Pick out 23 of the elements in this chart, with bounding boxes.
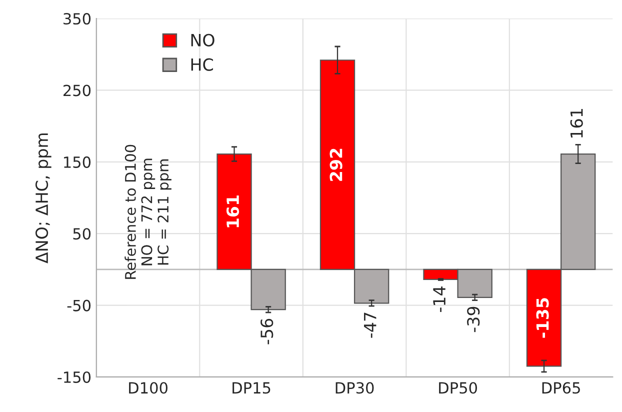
data-label: -47 — [364, 312, 376, 338]
y-tick-label: -50 — [67, 300, 91, 312]
x-tick-label: DP15 — [232, 382, 270, 394]
data-label: -135 — [536, 298, 549, 338]
y-tick-label: 50 — [73, 228, 91, 240]
x-tick-label: DP50 — [439, 382, 477, 394]
y-tick-label: 250 — [64, 84, 91, 96]
y-axis-title: ΔNO; ΔHC, ppm — [35, 133, 52, 264]
data-label: 292 — [330, 148, 342, 181]
annotation: Reference to D100 NO = 772 ppm HC = 211 ppm — [124, 144, 172, 279]
data-label: -56 — [260, 318, 274, 344]
y-tick-label: -150 — [58, 371, 91, 383]
x-tick-label: DP65 — [542, 382, 580, 394]
y-tick-label: 350 — [64, 13, 91, 25]
data-label: 161 — [570, 109, 583, 138]
legend-label: NO — [191, 34, 214, 46]
data-label: 161 — [226, 195, 240, 228]
y-tick-label: 150 — [64, 156, 91, 168]
legend-label: HC — [191, 58, 213, 71]
data-label: -14 — [433, 286, 446, 312]
data-label: -39 — [467, 306, 480, 332]
x-tick-label: DP30 — [336, 382, 374, 394]
x-tick-label: D100 — [129, 382, 168, 394]
